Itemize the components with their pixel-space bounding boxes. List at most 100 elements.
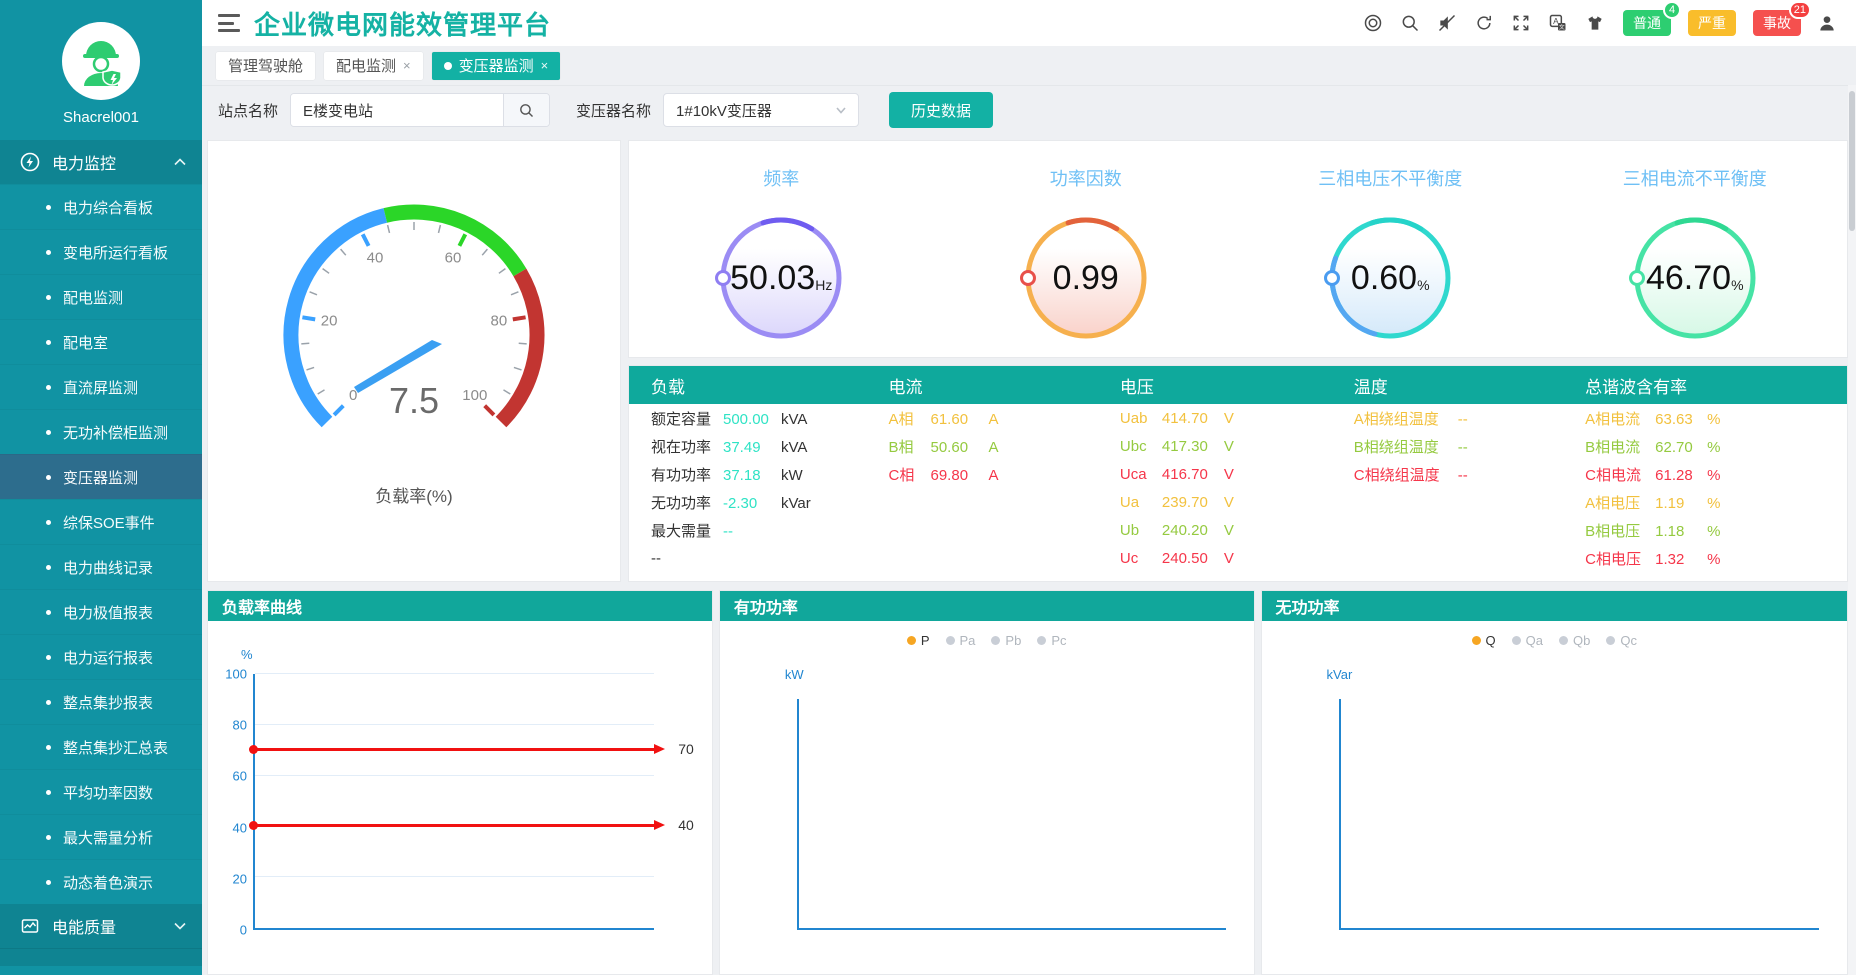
table-cell: 额定容量 500.00 kVA — [629, 408, 867, 429]
y-axis-unit: kVar — [1326, 667, 1353, 682]
tab-管理驾驶舱[interactable]: 管理驾驶舱 — [216, 51, 316, 80]
table-cell: B相电压 1.18% — [1563, 520, 1847, 541]
chart-panel-无功功率: 无功功率 Q Qa Qb Qc kVar — [1260, 590, 1848, 975]
table-cell: Ua 239.70 V — [1098, 494, 1332, 511]
site-name-input[interactable] — [291, 94, 504, 126]
sidebar-item-无功补偿柜监测[interactable]: 无功补偿柜监测 — [0, 409, 202, 454]
site-name-label: 站点名称 — [218, 102, 279, 120]
legend-item-Qc[interactable]: Qc — [1606, 633, 1637, 648]
markline-dot — [249, 745, 258, 755]
sidebar-item-电力运行报表[interactable]: 电力运行报表 — [0, 634, 202, 679]
tab-close-icon[interactable]: × — [403, 58, 411, 73]
table-row: 有功功率 37.18 kW C相 69.80 A Uca 416.70 V C相绕组温度 -- C相电… — [629, 460, 1847, 488]
sidebar-item-最大需量分析[interactable]: 最大需量分析 — [0, 814, 202, 859]
sidebar-next-section-partial — [0, 948, 202, 966]
cell-label: 有功功率 — [651, 466, 712, 484]
tab-配电监测[interactable]: 配电监测 × — [324, 51, 423, 80]
search-icon[interactable] — [1399, 12, 1421, 34]
kpi-ring: 0.99 — [1011, 203, 1161, 353]
legend-item-Q[interactable]: Q — [1471, 633, 1496, 648]
scrollbar-thumb[interactable] — [1849, 91, 1855, 231]
cell-value: 240.20 — [1161, 521, 1208, 539]
cell-label: A相 — [888, 410, 914, 428]
sidebar-item-直流屏监测[interactable]: 直流屏监测 — [0, 364, 202, 409]
sidebar-section-power-monitoring[interactable]: 电力监控 — [0, 140, 202, 184]
theme-shirt-icon[interactable] — [1584, 12, 1606, 34]
sidebar-item-label: 直流屏监测 — [63, 379, 139, 397]
sidebar-item-平均功率因数[interactable]: 平均功率因数 — [0, 769, 202, 814]
tab-label: 配电监测 — [336, 58, 397, 75]
sidebar-item-label: 电力综合看板 — [63, 199, 154, 217]
kpi-三相电流不平衡度: 三相电流不平衡度 46.70% — [1543, 141, 1848, 357]
history-data-button[interactable]: 历史数据 — [889, 92, 994, 128]
legend-item-Pa[interactable]: Pa — [945, 633, 975, 648]
y-tick-80: 80 — [232, 717, 247, 733]
legend-label: Qc — [1620, 633, 1637, 648]
sidebar-item-综保SOE事件[interactable]: 综保SOE事件 — [0, 499, 202, 544]
kpi-title: 功率因数 — [1049, 169, 1122, 189]
sidebar-item-整点集抄报表[interactable]: 整点集抄报表 — [0, 679, 202, 724]
sidebar-item-动态着色演示[interactable]: 动态着色演示 — [0, 859, 202, 904]
page-scrollbar[interactable] — [1848, 85, 1856, 975]
cell-label: 无功功率 — [651, 494, 712, 512]
avatar[interactable] — [62, 22, 140, 100]
transformer-select[interactable]: 1#10kV变压器 — [663, 93, 860, 127]
chevron-up-icon — [174, 158, 186, 166]
legend-item-Pb[interactable]: Pb — [991, 633, 1021, 648]
alarm-badge-normal[interactable]: 普通 4 — [1623, 1, 1681, 36]
legend-dot — [1511, 636, 1521, 645]
tab-label: 变压器监测 — [458, 58, 534, 75]
legend-item-Qa[interactable]: Qa — [1511, 633, 1543, 648]
tab-close-icon[interactable]: × — [540, 58, 549, 73]
menu-toggle-icon[interactable] — [218, 14, 240, 32]
kpi-title: 三相电压不平衡度 — [1318, 169, 1463, 189]
sidebar-section-label: 电能质量 — [52, 920, 117, 937]
sidebar-item-整点集抄汇总表[interactable]: 整点集抄汇总表 — [0, 724, 202, 769]
table-cell: Uab 414.70 V — [1098, 410, 1332, 427]
chevron-down-icon — [836, 106, 846, 114]
cell-value: 1.18 — [1655, 522, 1685, 540]
cell-unit: % — [1707, 494, 1721, 512]
site-search-button[interactable] — [503, 94, 550, 126]
sidebar-item-label: 整点集抄汇总表 — [63, 739, 169, 757]
help-ring-icon[interactable] — [1362, 12, 1384, 34]
sidebar-section-power-quality[interactable]: 电能质量 — [0, 904, 202, 948]
table-cell: B相电流 62.70% — [1563, 436, 1847, 457]
tab-变压器监测[interactable]: 变压器监测 × — [431, 51, 561, 80]
legend-item-Qb[interactable]: Qb — [1559, 633, 1590, 648]
bullet-icon — [46, 609, 51, 615]
sidebar-item-变压器监测[interactable]: 变压器监测 — [0, 454, 202, 499]
bullet-icon — [46, 474, 51, 480]
table-cell: Uc 240.50 V — [1098, 550, 1332, 567]
gridline-60 — [255, 774, 654, 776]
table-header-电流: 电流 — [888, 377, 923, 397]
sidebar-item-变电所运行看板[interactable]: 变电所运行看板 — [0, 229, 202, 274]
user-icon[interactable] — [1816, 12, 1838, 34]
refresh-icon[interactable] — [1473, 12, 1495, 34]
chart-legend: Q Qa Qb Qc — [1262, 633, 1847, 648]
sidebar-menu: 电力监控电力综合看板变电所运行看板 配电监测 配电室直流屏监测无功补偿柜监测 变压器监… — [0, 140, 202, 975]
y-tick-100: 100 — [225, 666, 247, 682]
kpi-unit: % — [1731, 277, 1744, 293]
sidebar-section-label: 电力监控 — [52, 156, 117, 173]
legend-item-Pc[interactable]: Pc — [1037, 633, 1067, 648]
bullet-icon — [46, 429, 51, 435]
legend-item-P[interactable]: P — [906, 633, 930, 648]
cell-value: 239.70 — [1161, 493, 1208, 511]
cell-unit: % — [1707, 522, 1721, 540]
sidebar-item-电力极值报表[interactable]: 电力极值报表 — [0, 589, 202, 634]
alarm-badge-accident[interactable]: 事故 21 — [1753, 1, 1811, 36]
cell-unit: % — [1707, 438, 1721, 456]
sidebar-item-电力曲线记录[interactable]: 电力曲线记录 — [0, 544, 202, 589]
sidebar-item-电力综合看板[interactable]: 电力综合看板 — [0, 184, 202, 229]
sidebar-item-label: 电力运行报表 — [63, 649, 154, 667]
cell-label: 最大需量 — [651, 522, 712, 540]
y-tick-0: 0 — [239, 922, 247, 938]
fullscreen-icon[interactable] — [1510, 12, 1532, 34]
sidebar-item-配电室[interactable]: 配电室 — [0, 319, 202, 364]
sidebar-item-配电监测[interactable]: 配电监测 — [0, 274, 202, 319]
cell-label: Ub — [1119, 521, 1140, 539]
alarm-badge-severe[interactable]: 严重 — [1688, 10, 1736, 36]
volume-muted-icon[interactable] — [1436, 12, 1458, 34]
